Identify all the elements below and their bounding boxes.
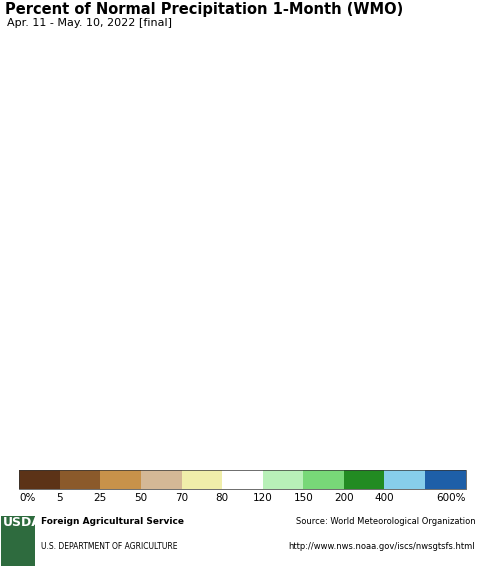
Bar bbox=[1, 516, 35, 566]
Text: Foreign Agricultural Service: Foreign Agricultural Service bbox=[41, 517, 184, 526]
Text: 0%: 0% bbox=[19, 493, 36, 502]
Text: Percent of Normal Precipitation 1-Month (WMO): Percent of Normal Precipitation 1-Month … bbox=[5, 2, 403, 17]
Text: 50: 50 bbox=[134, 493, 147, 502]
Bar bbox=[263, 471, 303, 489]
Text: 400: 400 bbox=[374, 493, 394, 502]
Text: 70: 70 bbox=[175, 493, 188, 502]
Bar bbox=[222, 471, 263, 489]
Bar bbox=[344, 471, 384, 489]
Text: U.S. DEPARTMENT OF AGRICULTURE: U.S. DEPARTMENT OF AGRICULTURE bbox=[41, 542, 177, 551]
Text: 80: 80 bbox=[216, 493, 228, 502]
Bar bbox=[19, 471, 60, 489]
Text: 5: 5 bbox=[57, 493, 63, 502]
Text: 120: 120 bbox=[253, 493, 273, 502]
Text: USDA: USDA bbox=[2, 516, 41, 529]
Text: Source: World Meteorological Organization: Source: World Meteorological Organizatio… bbox=[296, 517, 475, 526]
Text: 600%: 600% bbox=[436, 493, 466, 502]
Bar bbox=[141, 471, 181, 489]
Bar bbox=[425, 471, 466, 489]
Text: 200: 200 bbox=[334, 493, 354, 502]
Bar bbox=[60, 471, 100, 489]
Bar bbox=[384, 471, 425, 489]
Text: http://www.nws.noaa.gov/iscs/nwsgtsfs.html: http://www.nws.noaa.gov/iscs/nwsgtsfs.ht… bbox=[288, 542, 475, 551]
Text: Apr. 11 - May. 10, 2022 [final]: Apr. 11 - May. 10, 2022 [final] bbox=[7, 18, 172, 28]
Bar bbox=[303, 471, 344, 489]
Bar bbox=[19, 471, 466, 489]
Bar bbox=[181, 471, 222, 489]
Bar bbox=[100, 471, 141, 489]
Text: 25: 25 bbox=[94, 493, 107, 502]
Text: 150: 150 bbox=[293, 493, 313, 502]
